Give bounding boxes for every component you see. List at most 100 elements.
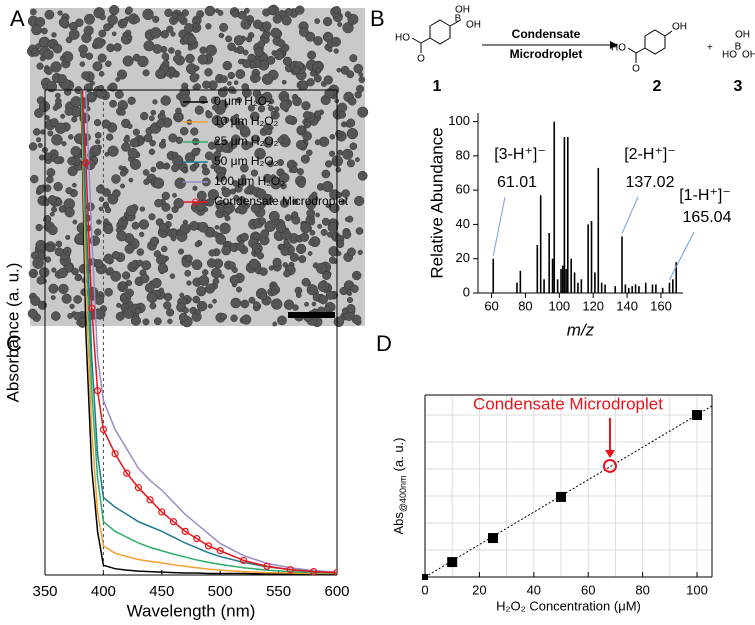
- droplet: [320, 228, 328, 236]
- droplet: [237, 58, 244, 65]
- annotation-value: 61.01: [497, 174, 537, 191]
- arrow-label: Condensate: [512, 27, 581, 41]
- droplet: [139, 273, 150, 284]
- droplet: [308, 239, 315, 246]
- droplet: [205, 23, 212, 30]
- legend-label: 25 μm H₂O₂: [214, 134, 279, 148]
- droplet: [153, 317, 162, 326]
- droplet: [65, 234, 71, 240]
- droplet: [124, 243, 135, 254]
- y-axis-label-part: (a. u.): [391, 437, 406, 471]
- droplet: [219, 22, 229, 32]
- droplet: [350, 284, 359, 293]
- leader: [669, 231, 695, 280]
- droplet: [231, 10, 239, 18]
- droplet: [196, 190, 207, 201]
- annotation-label: [3-H⁺]⁻: [494, 146, 546, 163]
- droplet: [190, 127, 199, 136]
- droplet: [132, 53, 141, 62]
- legend-label: 10 μm H₂O₂: [214, 114, 279, 128]
- atom: OH: [742, 50, 755, 61]
- droplet: [346, 127, 359, 140]
- droplet: [296, 168, 304, 176]
- y-tick-label: 0: [463, 284, 470, 299]
- droplet: [30, 174, 39, 184]
- droplet: [148, 148, 156, 156]
- droplet: [193, 162, 200, 169]
- droplet: [148, 115, 155, 122]
- droplet: [53, 156, 62, 165]
- droplet: [175, 107, 182, 115]
- droplet: [240, 232, 249, 242]
- x-tick-label: 450: [149, 583, 174, 600]
- droplet: [81, 32, 92, 44]
- droplet: [123, 136, 130, 144]
- droplet: [136, 248, 145, 256]
- y-axis-label: Absorbance (a. u.): [3, 263, 22, 403]
- droplet: [51, 206, 58, 213]
- droplet: [27, 308, 38, 319]
- droplet: [210, 164, 215, 169]
- droplet: [86, 92, 96, 101]
- droplet: [36, 276, 46, 285]
- droplet: [134, 307, 142, 315]
- droplet: [38, 154, 45, 161]
- droplet: [199, 46, 207, 54]
- droplet: [300, 222, 312, 234]
- droplet: [250, 203, 261, 214]
- droplet: [342, 230, 352, 240]
- droplet: [292, 161, 298, 167]
- droplet: [69, 303, 75, 310]
- droplet: [182, 307, 189, 314]
- arrow-head: [610, 41, 618, 49]
- droplet: [158, 287, 165, 294]
- droplet: [94, 228, 102, 236]
- droplet: [337, 102, 348, 113]
- droplet: [219, 222, 231, 235]
- point: [422, 574, 428, 580]
- droplet: [103, 253, 114, 264]
- droplet: [54, 92, 61, 99]
- droplet: [192, 185, 198, 191]
- droplet: [321, 169, 331, 179]
- droplet: [43, 49, 54, 60]
- droplet: [241, 83, 250, 91]
- droplet: [313, 74, 322, 83]
- droplet: [111, 31, 117, 37]
- droplet: [342, 148, 354, 160]
- annotation-arrow-head: [604, 449, 615, 458]
- droplet: [40, 129, 46, 135]
- droplet: [325, 290, 335, 300]
- series-line: [80, 90, 337, 575]
- leader: [621, 196, 639, 234]
- droplet: [50, 295, 56, 301]
- droplet: [72, 182, 77, 188]
- droplet: [245, 36, 253, 43]
- droplet: [298, 255, 307, 264]
- droplet: [53, 181, 63, 192]
- droplet: [163, 292, 173, 302]
- marker: [181, 527, 189, 535]
- droplet: [161, 245, 168, 253]
- droplet: [189, 73, 199, 83]
- droplet: [222, 211, 228, 217]
- droplet: [233, 80, 239, 85]
- droplet: [196, 300, 208, 312]
- droplet: [227, 81, 232, 86]
- droplet: [283, 239, 290, 245]
- droplet: [311, 191, 318, 198]
- droplet: [36, 137, 42, 143]
- droplet: [59, 55, 66, 61]
- droplet: [160, 95, 171, 106]
- series-line: [80, 90, 337, 575]
- droplet: [54, 247, 64, 257]
- panel-label: B: [370, 6, 385, 31]
- droplet: [142, 69, 150, 77]
- droplet: [196, 10, 205, 19]
- droplet: [132, 128, 140, 136]
- droplet: [192, 85, 197, 90]
- droplet: [272, 14, 282, 24]
- droplet: [197, 54, 208, 65]
- droplet: [74, 274, 81, 281]
